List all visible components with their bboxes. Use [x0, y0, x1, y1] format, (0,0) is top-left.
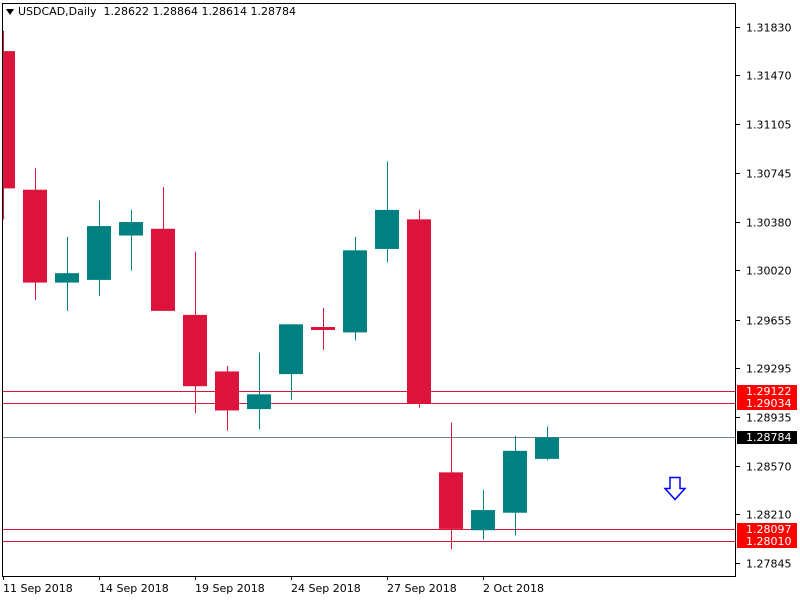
candle-4[interactable]	[119, 209, 143, 271]
candle-body-16	[503, 450, 527, 513]
y-tick-label-9: 1.28570	[746, 461, 792, 474]
candle-body-2	[55, 273, 79, 283]
candle-12[interactable]	[375, 161, 399, 263]
x-tick-label-2: 19 Sep 2018	[195, 582, 265, 595]
x-tick-label-5: 2 Oct 2018	[483, 582, 544, 595]
price-axis: 1.31830 1.31470 1.31105 1.30745 1.30380 1.300…	[736, 22, 792, 571]
y-tick-label-8: 1.28935	[746, 412, 792, 425]
svg-text:1.29034: 1.29034	[746, 397, 792, 410]
candle-body-3	[87, 226, 111, 280]
candle-body-7	[215, 371, 239, 411]
candle-body-10	[311, 327, 335, 331]
candle-body-1	[23, 189, 47, 283]
open-value: 1.28622	[103, 5, 150, 18]
y-tick-label-2: 1.31105	[746, 119, 792, 132]
y-tick-label-6: 1.29655	[746, 315, 792, 328]
candle-9[interactable]	[279, 324, 303, 400]
y-tick-label-5: 1.30020	[746, 265, 792, 278]
candles-layer	[0, 30, 559, 550]
candle-14[interactable]	[439, 422, 463, 550]
candle-15[interactable]	[471, 489, 495, 540]
candle-body-15	[471, 510, 495, 531]
annotation-layer	[663, 476, 687, 501]
candle-6[interactable]	[183, 251, 207, 414]
symbol-header: USDCAD,Daily 1.28622 1.28864 1.28614 1.2…	[6, 5, 296, 18]
x-tick-label-1: 14 Sep 2018	[99, 582, 169, 595]
x-tick-label-0: 11 Sep 2018	[3, 582, 73, 595]
time-axis: 11 Sep 2018 14 Sep 2018 19 Sep 2018 24 Sep …	[3, 576, 544, 595]
candle-body-11	[343, 250, 367, 333]
y-tick-label-0: 1.31830	[746, 22, 792, 35]
candle-16[interactable]	[503, 436, 527, 536]
svg-text:1.28097: 1.28097	[746, 523, 792, 536]
close-value: 1.28784	[250, 5, 297, 18]
y-tick-label-10: 1.28210	[746, 509, 792, 522]
y-tick-label-3: 1.30745	[746, 168, 792, 181]
candle-13[interactable]	[407, 209, 431, 408]
plot-frame	[2, 3, 736, 577]
candle-body-4	[119, 222, 143, 236]
high-value: 1.28864	[152, 5, 199, 18]
level-price-label-1: 1.29034	[737, 397, 797, 410]
candle-body-6	[183, 314, 207, 387]
candle-17[interactable]	[535, 426, 559, 461]
candle-body-0	[2, 51, 15, 189]
y-tick-label-7: 1.29295	[746, 363, 792, 376]
candle-body-9	[279, 324, 303, 375]
candle-10[interactable]	[311, 308, 335, 350]
level-price-label-0: 1.29122	[737, 385, 797, 398]
svg-text:1.28784: 1.28784	[746, 431, 792, 444]
candle-3[interactable]	[87, 200, 111, 297]
collapse-triangle-icon[interactable]	[6, 9, 14, 15]
current-price-label: 1.28784	[737, 431, 797, 444]
candle-0[interactable]	[0, 30, 15, 220]
sell-arrow-icon[interactable]	[663, 476, 687, 501]
svg-text:1.29122: 1.29122	[746, 385, 792, 398]
candle-5[interactable]	[151, 187, 175, 311]
y-tick-label-11: 1.27845	[746, 558, 792, 571]
level-price-label-3: 1.28010	[737, 535, 797, 548]
candle-2[interactable]	[55, 236, 79, 311]
y-tick-label-1: 1.31470	[746, 70, 792, 83]
candle-body-13	[407, 219, 431, 404]
y-tick-label-4: 1.30380	[746, 217, 792, 230]
candle-7[interactable]	[215, 366, 239, 431]
candle-body-12	[375, 209, 399, 249]
candle-body-8	[247, 394, 271, 410]
candle-8[interactable]	[247, 352, 271, 430]
low-value: 1.28614	[201, 5, 248, 18]
candle-11[interactable]	[343, 236, 367, 341]
svg-text:1.28010: 1.28010	[746, 535, 792, 548]
symbol-label: USDCAD,Daily	[18, 5, 97, 18]
levels-layer	[2, 391, 736, 542]
candle-body-14	[439, 472, 463, 529]
x-tick-label-3: 24 Sep 2018	[291, 582, 361, 595]
x-tick-label-4: 27 Sep 2018	[387, 582, 457, 595]
level-price-label-2: 1.28097	[737, 523, 797, 536]
candle-body-17	[535, 437, 559, 459]
candle-body-5	[151, 228, 175, 311]
candle-1[interactable]	[23, 168, 47, 301]
